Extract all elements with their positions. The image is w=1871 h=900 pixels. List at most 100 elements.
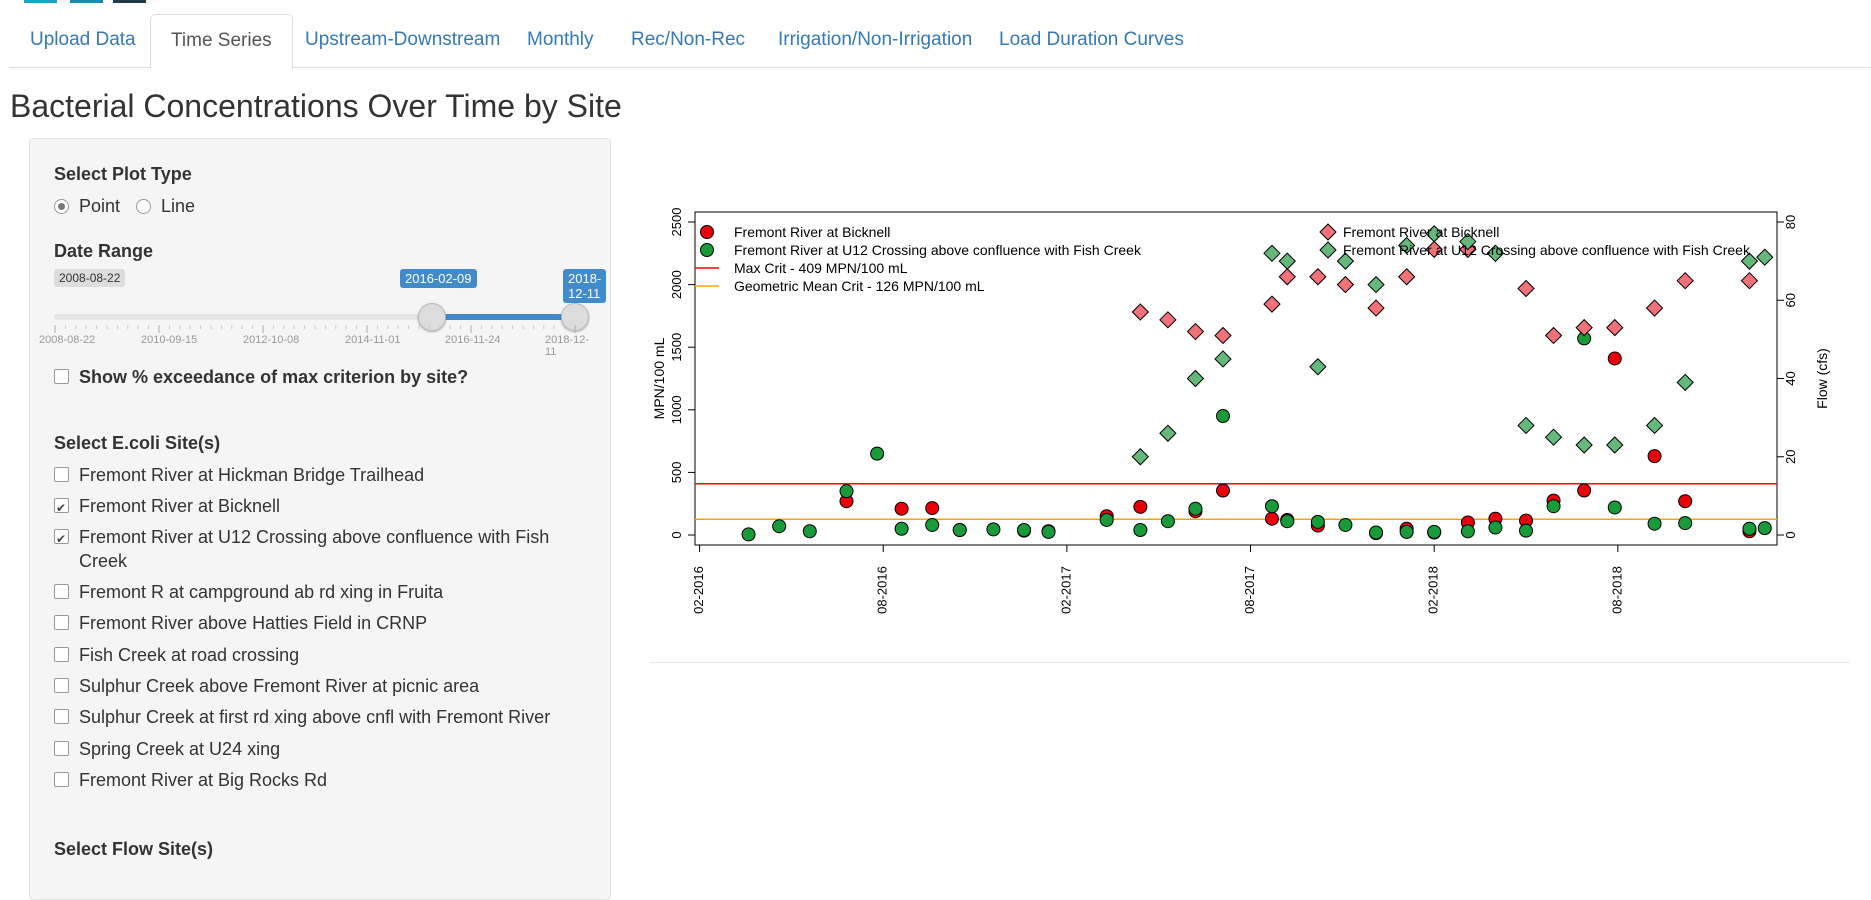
x-tick-label: 08-2017	[1242, 566, 1257, 614]
bicknell-flow-point	[1425, 240, 1443, 259]
bicknell-flow-point	[1575, 318, 1593, 337]
y-tick-label: 2500	[669, 208, 684, 237]
ecoli-site-option[interactable]: Sulphur Creek at first rd xing above cnf…	[54, 705, 559, 729]
slider-min-label: 2008-08-22	[54, 269, 126, 287]
slider-tick-label: 2016-11-24	[445, 334, 501, 346]
bicknell-flow-point	[1606, 318, 1624, 337]
ecoli-site-option[interactable]: Spring Creek at U24 xing	[54, 737, 559, 761]
legend-marker	[700, 243, 714, 257]
site-checkbox[interactable]	[54, 615, 69, 630]
u12-flow-point	[1336, 252, 1355, 270]
slider-tick-label: 2014-11-01	[345, 334, 401, 346]
ecoli-site-option[interactable]: Fremont River at U12 Crossing above conf…	[54, 525, 559, 573]
plot-type-label: Select Plot Type	[54, 164, 192, 184]
bicknell-ecoli-point	[894, 501, 909, 516]
ecoli-site-option[interactable]: Sulphur Creek above Fremont River at pic…	[54, 674, 559, 698]
site-checkbox[interactable]	[54, 527, 69, 551]
y-tick-label: 500	[669, 462, 684, 484]
bicknell-ecoli-point	[925, 501, 940, 516]
radio-point-label[interactable]: Point	[79, 196, 121, 216]
x-tick-label: 02-2017	[1058, 566, 1073, 614]
u12-ecoli-point	[952, 522, 967, 537]
u12-ecoli-point	[1280, 514, 1295, 529]
u12-flow-point	[1544, 428, 1563, 446]
tab-bar: Upload Data Time Series Upstream-Downstr…	[9, 14, 1871, 69]
site-label[interactable]: Sulphur Creek above Fremont River at pic…	[79, 676, 480, 696]
tab-load-duration-curves[interactable]: Load Duration Curves	[999, 29, 1184, 50]
tab-rec-non-rec[interactable]: Rec/Non-Rec	[631, 29, 746, 50]
tab-irrigation-non-irrigation[interactable]: Irrigation/Non-Irrigation	[778, 29, 973, 50]
site-checkbox[interactable]	[54, 647, 69, 662]
u12-flow-point	[1676, 373, 1694, 392]
slider-ticks	[54, 325, 576, 333]
site-label[interactable]: Fremont River at Hickman Bridge Trailhea…	[79, 465, 425, 485]
site-checkbox[interactable]	[54, 678, 69, 693]
plot-type-radios: Point Line	[54, 196, 195, 217]
radio-line-label[interactable]: Line	[161, 196, 196, 216]
u12-flow-point	[1397, 236, 1416, 255]
u12-flow-point	[1740, 252, 1759, 270]
tab-upload-data[interactable]: Upload Data	[30, 29, 136, 50]
u12-flow-point	[1606, 436, 1624, 454]
u12-flow-point	[1367, 275, 1385, 294]
tab-time-series[interactable]: Time Series	[150, 14, 293, 69]
site-checkbox[interactable]	[54, 584, 69, 599]
ecoli-site-option[interactable]: Fish Creek at road crossing	[54, 643, 559, 667]
slider-tick-label: 2012-10-08	[243, 334, 300, 346]
u12-ecoli-point	[1427, 524, 1442, 539]
u12-flow-point	[1263, 244, 1281, 263]
site-label[interactable]: Fremont River at Bicknell	[79, 496, 281, 516]
radio-line[interactable]	[136, 199, 152, 214]
slider-from-handle[interactable]	[418, 303, 446, 331]
slider-selected-bar[interactable]	[432, 314, 575, 320]
tab-upstream-downstream[interactable]: Upstream-Downstream	[305, 29, 501, 50]
u12-ecoli-point	[1519, 523, 1534, 538]
tab-monthly[interactable]: Monthly	[527, 29, 594, 50]
ecoli-site-option[interactable]: Fremont River at Big Rocks Rd	[54, 768, 559, 792]
site-label[interactable]: Fremont R at campground ab rd xing in Fr…	[79, 582, 444, 602]
u12-flow-point	[1486, 244, 1505, 263]
ecoli-site-option[interactable]: Fremont River above Hatties Field in CRN…	[54, 611, 559, 635]
exceedance-checkbox[interactable]	[54, 369, 69, 384]
u12-ecoli-point	[1647, 516, 1662, 531]
u12-flow-point	[1186, 369, 1205, 388]
exceedance-label[interactable]: Show % exceedance of max criterion by si…	[79, 367, 469, 387]
u12-ecoli-point	[839, 484, 854, 499]
site-label[interactable]: Fremont River at Big Rocks Rd	[79, 770, 328, 790]
site-checkbox[interactable]	[54, 741, 69, 756]
site-checkbox[interactable]	[54, 467, 69, 482]
slider-tick-label: 2018-12-11	[545, 334, 590, 358]
u12-ecoli-point	[1488, 520, 1503, 535]
radio-point[interactable]	[54, 199, 69, 214]
site-checkbox[interactable]	[54, 709, 69, 724]
bicknell-ecoli-point	[1577, 483, 1592, 498]
u12-ecoli-point	[1310, 514, 1325, 529]
ecoli-site-option[interactable]: Fremont R at campground ab rd xing in Fr…	[54, 580, 559, 604]
site-label[interactable]: Fish Creek at road crossing	[79, 645, 300, 665]
exceedance-checkbox-row[interactable]: Show % exceedance of max criterion by si…	[54, 365, 559, 389]
site-checkbox[interactable]	[54, 772, 69, 787]
bicknell-flow-point	[1517, 279, 1535, 298]
u12-ecoli-point	[1399, 524, 1414, 539]
site-checkbox[interactable]	[54, 496, 69, 520]
slider-to-label: 2018-12-11	[563, 269, 607, 303]
legend-label: Geometric Mean Crit - 126 MPN/100 mL	[734, 278, 985, 294]
y-tick-label: 2000	[669, 270, 684, 299]
ecoli-site-option[interactable]: Fremont River at Bicknell	[54, 494, 559, 520]
date-range-slider[interactable]: 2008-08-22 2016-02-09 2018-12-11 2008-08…	[39, 267, 607, 367]
u12-ecoli-point	[1460, 524, 1475, 539]
site-label[interactable]: Fremont River at U12 Crossing above conf…	[79, 527, 550, 571]
bicknell-flow-point	[1309, 268, 1327, 286]
bicknell-flow-point	[1544, 326, 1563, 345]
site-label[interactable]: Spring Creek at U24 xing	[79, 739, 281, 759]
y-axis-label: MPN/100 mL	[651, 337, 667, 419]
top-stub-3	[113, 0, 146, 3]
u12-flow-point	[1425, 225, 1443, 243]
y-tick-label: 0	[669, 531, 684, 538]
u12-ecoli-point	[1607, 500, 1622, 515]
site-label[interactable]: Sulphur Creek at first rd xing above cnf…	[79, 707, 551, 727]
bicknell-flow-point	[1159, 311, 1177, 329]
slider-track[interactable]	[54, 314, 575, 320]
site-label[interactable]: Fremont River above Hatties Field in CRN…	[79, 613, 428, 633]
ecoli-site-option[interactable]: Fremont River at Hickman Bridge Trailhea…	[54, 463, 559, 487]
